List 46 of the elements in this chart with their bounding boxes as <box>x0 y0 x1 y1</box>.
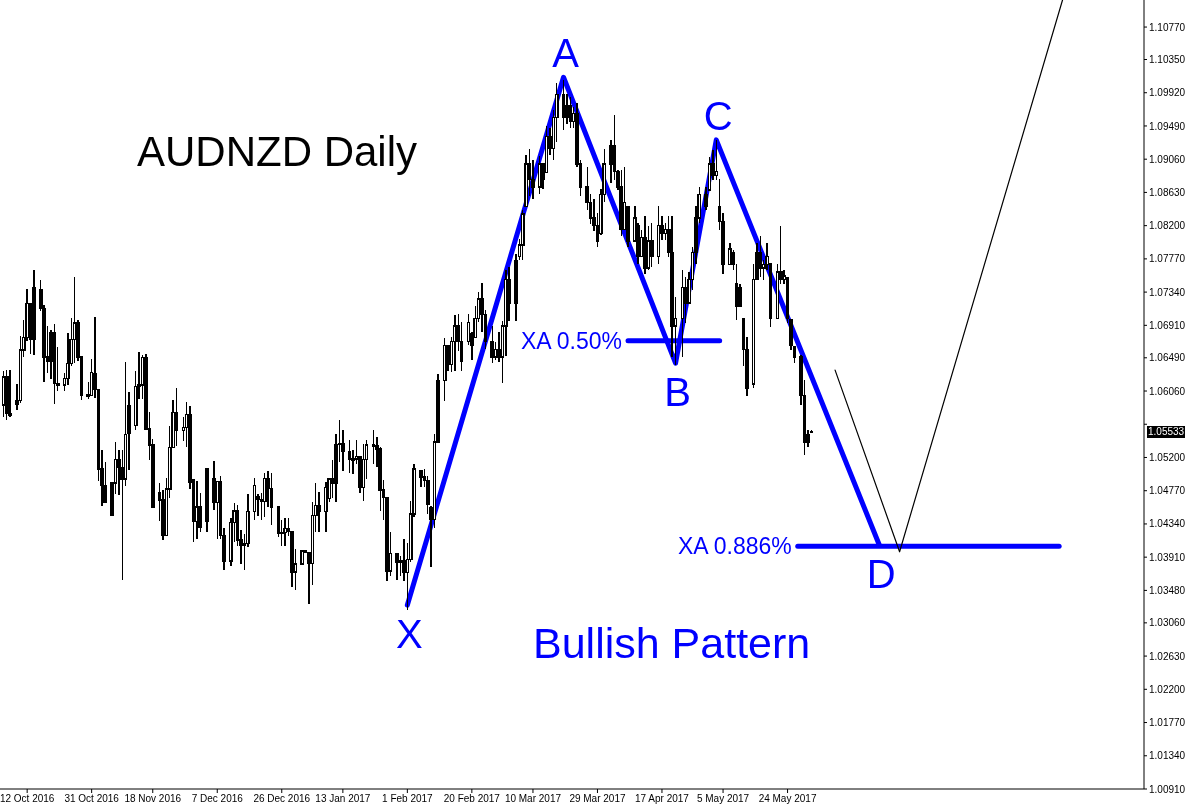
y-tick-label: 1.10770 <box>1149 21 1186 33</box>
annotation: 1.05533 <box>1147 425 1186 438</box>
data-label: A <box>552 31 580 76</box>
data-label: C <box>703 93 733 138</box>
y-tick-label: 1.05200 <box>1149 452 1186 464</box>
y-tick-label: 1.00910 <box>1149 783 1186 795</box>
data-label: B <box>664 370 691 415</box>
y-tick-label: 1.03480 <box>1149 584 1186 596</box>
y-tick-label: 1.09490 <box>1149 120 1186 132</box>
y-tick-label: 1.03910 <box>1149 551 1186 563</box>
data-label: D <box>866 551 896 596</box>
y-tick-label: 1.08200 <box>1149 220 1186 232</box>
x-tick-label: 31 Oct 2016 <box>64 793 120 805</box>
y-tick-label: 1.07340 <box>1149 286 1186 298</box>
y-tick-label: 1.06060 <box>1149 385 1186 397</box>
x-tick-label: 18 Nov 2016 <box>124 793 182 805</box>
x-tick-label: 20 Feb 2017 <box>443 793 501 805</box>
y-tick-label: 1.01340 <box>1149 750 1186 762</box>
x-tick-label: 10 Mar 2017 <box>504 793 562 805</box>
y-tick-label: 1.04770 <box>1149 485 1186 497</box>
series-label: XA 0.886% <box>677 533 792 560</box>
data-label: X <box>396 612 423 657</box>
x-tick-label: 12 Oct 2016 <box>0 793 55 805</box>
x-tick-label: 5 May 2017 <box>696 793 750 805</box>
y-tick-label: 1.02630 <box>1149 650 1186 662</box>
y-tick-label: 1.06490 <box>1149 352 1186 364</box>
annotation: Bullish Pattern <box>533 619 811 667</box>
y-tick-label: 1.01770 <box>1149 717 1186 729</box>
x-tick-label: 7 Dec 2016 <box>191 793 244 805</box>
x-tick-label: 13 Jan 2017 <box>315 793 371 805</box>
y-tick-label: 1.10350 <box>1149 54 1186 66</box>
y-tick-label: 1.04340 <box>1149 518 1186 530</box>
text: AUDNZD Daily <box>137 128 418 175</box>
y-tick-label: 1.07770 <box>1149 253 1186 265</box>
x-tick-label: 24 May 2017 <box>758 793 817 805</box>
x-tick-label: 26 Dec 2016 <box>253 793 311 805</box>
series-label: XA 0.50% <box>520 327 623 354</box>
x-tick-label: 29 Mar 2017 <box>569 793 626 805</box>
y-tick-label: 1.08630 <box>1149 186 1186 198</box>
y-tick-label: 1.09060 <box>1149 153 1186 165</box>
x-tick-label: 17 Apr 2017 <box>634 793 690 805</box>
x-tick-label: 1 Feb 2017 <box>382 793 434 805</box>
y-tick-label: 1.02200 <box>1149 683 1186 695</box>
y-tick-label: 1.09920 <box>1149 87 1186 99</box>
y-tick-label: 1.03060 <box>1149 617 1186 629</box>
y-tick-label: 1.06910 <box>1149 319 1186 331</box>
